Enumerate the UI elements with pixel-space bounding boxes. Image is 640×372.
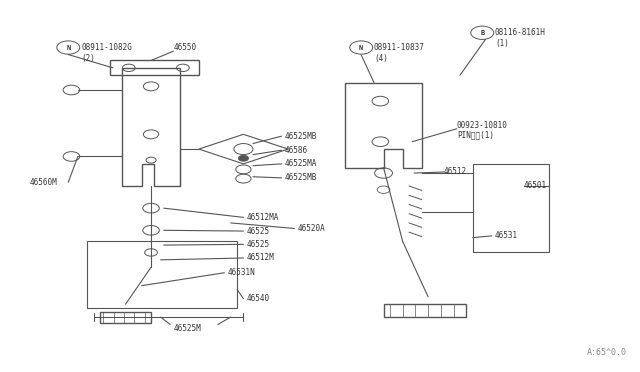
Text: 08116-8161H: 08116-8161H <box>495 28 546 37</box>
Text: N: N <box>66 45 70 51</box>
Text: B: B <box>480 30 484 36</box>
Text: 08911-10837: 08911-10837 <box>374 43 425 52</box>
Text: 46525: 46525 <box>246 240 269 249</box>
Text: PINビン(1): PINビン(1) <box>457 131 494 140</box>
Text: 46525MA: 46525MA <box>285 159 317 169</box>
Text: 00923-10810: 00923-10810 <box>457 121 508 129</box>
Text: 46525MB: 46525MB <box>285 132 317 141</box>
Text: 46512M: 46512M <box>246 253 275 263</box>
Text: (1): (1) <box>495 39 509 48</box>
Text: (4): (4) <box>374 54 388 63</box>
Text: 46550: 46550 <box>173 43 196 52</box>
Text: 46525M: 46525M <box>173 324 201 333</box>
Text: 46531N: 46531N <box>227 268 255 277</box>
Text: 46560M: 46560M <box>30 178 58 187</box>
Text: (2): (2) <box>81 54 95 63</box>
Text: 46520A: 46520A <box>298 224 325 233</box>
Text: N: N <box>359 45 364 51</box>
Text: 08911-1082G: 08911-1082G <box>81 43 132 52</box>
Text: 46512: 46512 <box>444 167 467 176</box>
Text: 46586: 46586 <box>285 146 308 155</box>
Circle shape <box>238 155 248 161</box>
Text: 46525: 46525 <box>246 227 269 235</box>
Text: 46501: 46501 <box>524 182 547 190</box>
Text: A:65^0.0: A:65^0.0 <box>588 348 627 357</box>
Text: 46531: 46531 <box>495 231 518 240</box>
Text: 46512MA: 46512MA <box>246 213 279 222</box>
Text: 46525MB: 46525MB <box>285 173 317 182</box>
Text: 46540: 46540 <box>246 294 269 303</box>
